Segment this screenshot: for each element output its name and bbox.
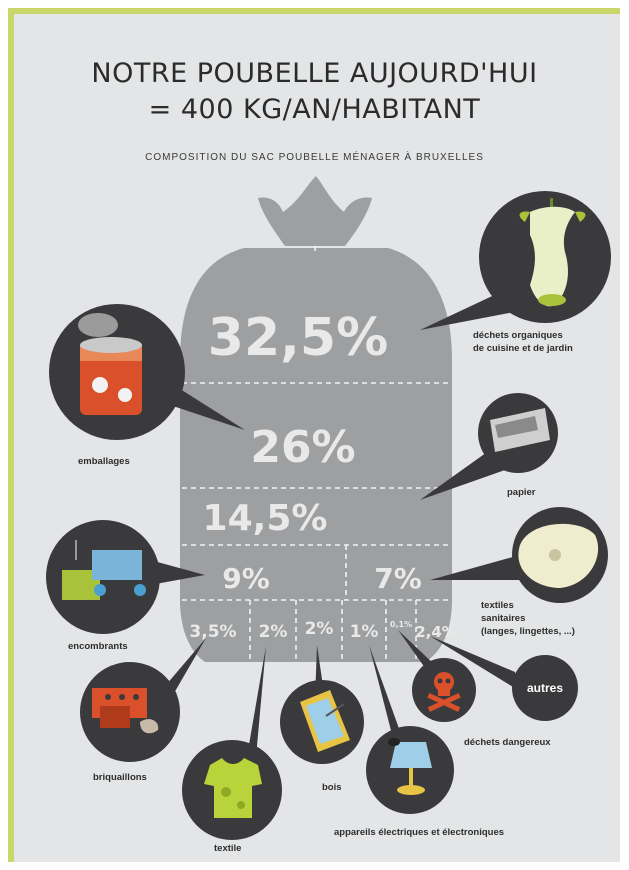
title-line-2: = 400 KG/AN/HABITANT [148, 94, 481, 125]
tshirt-icon [204, 758, 262, 818]
pct-emballages: 26% [250, 422, 355, 473]
pct-encombrants: 9% [222, 562, 270, 595]
pct-papier: 14,5% [203, 498, 328, 539]
label-briquaillons: briquaillons [93, 772, 147, 783]
pct-dangereux: 0,1% [390, 620, 412, 629]
pointer-papier [420, 450, 505, 500]
pointer-electriques [369, 645, 406, 750]
skull-icon [427, 672, 461, 712]
pointer-encombrants [150, 560, 205, 585]
brick-icon [92, 688, 159, 734]
label-autres: autres [527, 681, 563, 695]
label-encombrants: encombrants [68, 641, 128, 652]
label-textile: textile [214, 843, 242, 854]
bag-body [180, 248, 452, 662]
furniture-icon [62, 540, 146, 600]
label-organiques: déchets organiques de cuisine et de jard… [473, 330, 573, 354]
newspaper-icon [490, 408, 550, 452]
label-textiles-sanitaires: textiles sanitaires (langes, lingettes, … [481, 600, 575, 637]
tin-can-icon [78, 313, 142, 415]
bag-dividers [182, 246, 452, 660]
subtitle: COMPOSITION DU SAC POUBELLE MÉNAGER À BR… [145, 152, 484, 163]
lamp-icon [388, 738, 432, 795]
label-emballages: emballages [78, 456, 130, 467]
pct-textile: 2% [259, 622, 288, 642]
pointer-textiles-sanitaires [430, 555, 520, 580]
bag-knot [258, 176, 372, 246]
pct-autres: 2,4% [415, 623, 457, 641]
label-electriques: appareils électriques et électroniques [334, 827, 505, 838]
label-bois: bois [322, 782, 342, 793]
label-dangereux: déchets dangereux [464, 737, 551, 748]
diaper-icon [518, 523, 599, 588]
pct-textiles-sanitaires: 7% [374, 562, 422, 595]
pointer-dangereux [398, 630, 436, 672]
label-papier: papier [507, 487, 536, 498]
wood-plank-icon [300, 690, 350, 752]
pointer-autres [430, 636, 518, 690]
title-line-1: NOTRE POUBELLE AUJOURD'HUI [91, 58, 538, 89]
pct-organiques: 32,5% [208, 308, 388, 368]
pointer-textile [245, 646, 266, 768]
pct-electriques: 1% [350, 622, 379, 642]
pct-bois: 2% [305, 619, 334, 639]
apple-core-icon [519, 198, 586, 307]
bubble-autres [512, 655, 578, 721]
pct-briquaillons: 3,5% [189, 622, 236, 642]
